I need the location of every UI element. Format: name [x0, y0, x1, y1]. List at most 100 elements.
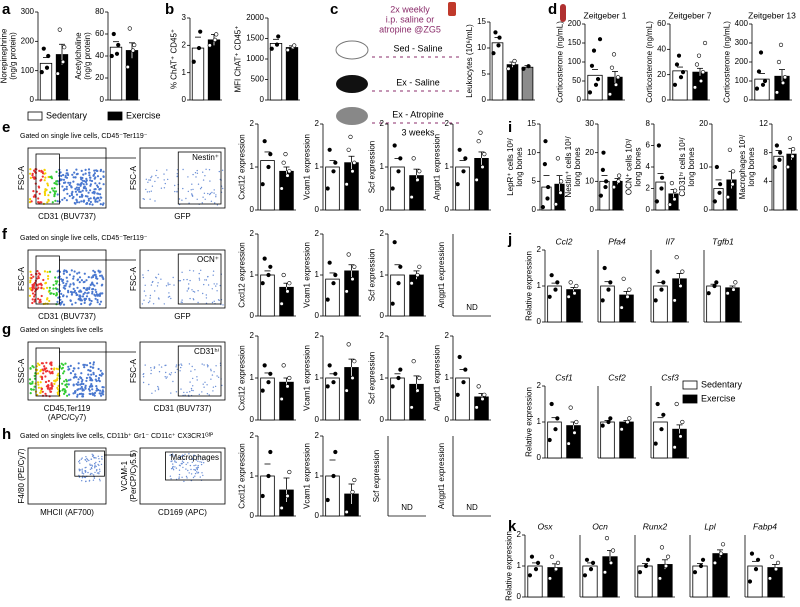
- legend-swatch: [27, 111, 43, 121]
- flow-event: [76, 286, 79, 289]
- y-tick-label: 1: [315, 373, 320, 382]
- flow-event: [37, 197, 40, 200]
- flow-event: [72, 287, 75, 290]
- flow-event: [185, 475, 188, 478]
- flow-event: [80, 181, 83, 185]
- flow-event: [99, 177, 102, 181]
- data-point: [549, 273, 554, 278]
- flow-event: [101, 389, 104, 392]
- data-point: [663, 563, 669, 569]
- annotation: ND: [466, 303, 478, 312]
- flow-event: [80, 169, 83, 172]
- flow-event: [62, 270, 65, 273]
- flow-event: [78, 461, 80, 463]
- flow-event: [57, 372, 60, 375]
- y-axis-label: Macrophages 10³/: [738, 134, 747, 199]
- flow-event: [179, 280, 182, 282]
- y-tick-label: 2: [517, 530, 522, 539]
- data-point: [344, 509, 349, 515]
- flow-event: [210, 368, 212, 370]
- flow-event: [205, 279, 208, 281]
- y-tick-label: 0: [250, 415, 255, 424]
- flow-event: [37, 185, 40, 188]
- data-point: [396, 375, 401, 381]
- flow-event: [40, 169, 43, 172]
- flow-event: [69, 378, 72, 381]
- flow-event: [52, 283, 55, 287]
- flow-event: [33, 298, 37, 301]
- flow-event: [100, 463, 103, 466]
- y-axis-label: Scf expression: [368, 141, 377, 193]
- data-point: [678, 283, 683, 289]
- data-point: [568, 405, 573, 410]
- y-tick-label: 0: [577, 95, 582, 104]
- flow-event: [143, 299, 145, 301]
- flow-event: [88, 392, 91, 395]
- flow-event: [82, 363, 85, 366]
- flow-event: [213, 371, 215, 373]
- flow-event: [38, 363, 41, 367]
- flow-event: [72, 180, 75, 183]
- flow-event: [195, 176, 197, 178]
- flow-event: [82, 183, 85, 186]
- flow-event: [54, 287, 58, 290]
- flow-event: [91, 203, 94, 206]
- flow-event: [65, 270, 68, 274]
- flow-event: [79, 376, 82, 379]
- y-axis-label: MFI ChAT⁺ CD45⁺: [234, 26, 243, 93]
- flow-event: [142, 376, 145, 378]
- flow-event: [102, 393, 105, 396]
- flow-event: [99, 196, 102, 199]
- flow-event: [142, 381, 145, 384]
- y-tick-label: 20: [95, 73, 104, 82]
- flow-event: [38, 283, 41, 286]
- flow-x-label: CD169 (APC): [158, 508, 207, 517]
- y-axis-label: Cxcl12 expression: [238, 345, 247, 410]
- flow-event: [73, 270, 76, 273]
- panel-label: e: [2, 119, 10, 136]
- flow-event: [68, 368, 71, 371]
- flow-event: [191, 193, 193, 195]
- gate-text: Gated on single live cells, CD45⁻Ter119⁻: [20, 133, 148, 140]
- y-tick-label: 2000: [246, 13, 264, 22]
- flow-event: [84, 384, 87, 387]
- data-point: [582, 573, 588, 578]
- data-point: [680, 70, 686, 75]
- flow-event: [166, 169, 168, 171]
- gate-label: OCN⁺: [197, 255, 219, 264]
- flow-event: [93, 456, 95, 459]
- data-point: [285, 493, 290, 499]
- flow-event: [80, 469, 82, 471]
- flow-event: [75, 186, 78, 189]
- data-point: [774, 90, 780, 95]
- bar: [547, 567, 563, 598]
- flow-event: [78, 281, 81, 284]
- group-label: Ex - Saline: [396, 77, 440, 87]
- y-tick-label: 200: [21, 36, 35, 45]
- flow-event: [89, 464, 92, 466]
- flow-event: [189, 269, 191, 272]
- flow-event: [86, 460, 88, 463]
- flow-event: [81, 468, 84, 470]
- flow-event: [53, 367, 56, 370]
- data-point: [601, 150, 606, 155]
- flow-event: [202, 196, 204, 198]
- flow-event: [57, 296, 60, 299]
- flow-event: [89, 365, 92, 368]
- flow-event: [99, 480, 101, 482]
- flow-event: [49, 372, 52, 375]
- data-point: [455, 392, 460, 397]
- data-point: [772, 164, 777, 170]
- flow-event: [94, 391, 97, 394]
- data-point: [672, 298, 677, 303]
- flow-event: [77, 367, 80, 370]
- flow-event: [154, 200, 156, 202]
- data-point: [600, 298, 605, 303]
- data-point: [609, 65, 615, 70]
- flow-event: [101, 458, 103, 460]
- flow-event: [66, 280, 69, 283]
- flow-event: [191, 183, 193, 185]
- y-axis-label: Norepinephrine: [0, 28, 8, 83]
- flow-event: [202, 179, 205, 181]
